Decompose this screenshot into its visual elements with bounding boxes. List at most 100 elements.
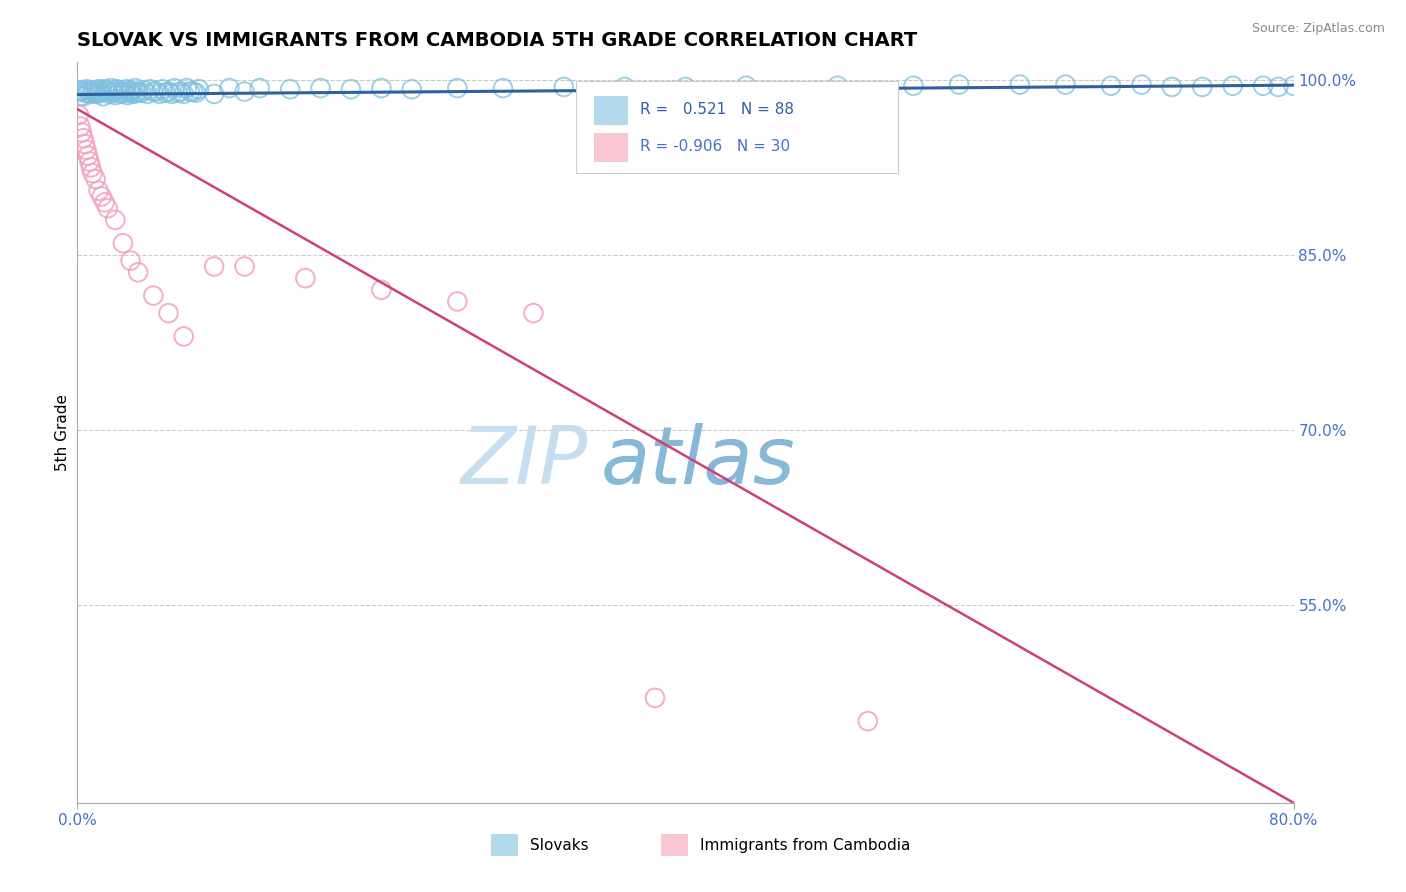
Point <box>1130 78 1153 92</box>
Point <box>125 86 148 100</box>
Point <box>79 154 101 169</box>
Point <box>1251 78 1274 93</box>
Point <box>1054 78 1077 92</box>
Point <box>104 212 127 227</box>
Point <box>73 136 96 151</box>
Point <box>827 78 849 93</box>
Point <box>903 78 925 93</box>
Point <box>82 85 104 99</box>
Y-axis label: 5th Grade: 5th Grade <box>55 394 70 471</box>
Point <box>127 85 149 99</box>
Point <box>97 83 120 97</box>
Point <box>69 89 91 103</box>
Point <box>105 82 128 96</box>
Point <box>124 81 146 95</box>
FancyBboxPatch shape <box>576 81 898 173</box>
Text: SLOVAK VS IMMIGRANTS FROM CAMBODIA 5TH GRADE CORRELATION CHART: SLOVAK VS IMMIGRANTS FROM CAMBODIA 5TH G… <box>77 30 918 50</box>
Point <box>856 714 879 729</box>
Point <box>173 87 195 101</box>
Point <box>100 81 122 95</box>
Point <box>122 87 145 101</box>
Point <box>77 149 100 163</box>
Point <box>67 85 90 99</box>
Point <box>104 88 127 103</box>
Point <box>152 82 174 96</box>
Point <box>96 85 118 99</box>
Point <box>202 260 225 274</box>
FancyBboxPatch shape <box>595 133 628 162</box>
Point <box>89 86 111 100</box>
Point <box>70 125 93 139</box>
FancyBboxPatch shape <box>595 95 628 126</box>
Point <box>93 82 115 96</box>
Point <box>446 81 468 95</box>
Point <box>1191 79 1213 94</box>
Point <box>309 81 332 95</box>
Point <box>948 78 970 92</box>
Point <box>675 79 697 94</box>
Point <box>181 85 204 99</box>
Point <box>121 83 143 97</box>
Point <box>75 82 97 96</box>
Point <box>117 88 139 103</box>
Point <box>69 120 91 134</box>
Point <box>401 82 423 96</box>
Point <box>233 260 256 274</box>
Point <box>142 288 165 302</box>
Point <box>72 89 94 103</box>
Point <box>179 85 201 99</box>
Point <box>370 81 392 95</box>
Point <box>134 83 156 97</box>
Point <box>120 253 142 268</box>
Point <box>294 271 316 285</box>
Point <box>114 86 136 100</box>
Point <box>142 85 165 99</box>
Point <box>157 85 180 99</box>
Point <box>72 131 94 145</box>
Point <box>80 87 103 101</box>
Point <box>77 86 100 100</box>
Point <box>233 85 256 99</box>
Point <box>148 87 170 101</box>
Point <box>82 166 104 180</box>
Point <box>129 86 152 100</box>
Point <box>108 83 131 97</box>
Point <box>86 87 108 101</box>
Point <box>218 81 240 95</box>
Point <box>115 82 138 96</box>
Point <box>735 78 758 93</box>
Point <box>173 329 195 343</box>
Point <box>70 83 93 97</box>
Point <box>87 82 110 96</box>
Point <box>139 82 162 96</box>
Point <box>202 87 225 101</box>
Point <box>163 81 186 95</box>
Point <box>155 86 177 100</box>
Point <box>170 85 193 99</box>
Point <box>110 87 132 101</box>
Point <box>157 306 180 320</box>
Point <box>553 79 575 94</box>
Point <box>446 294 468 309</box>
Text: R =   0.521   N = 88: R = 0.521 N = 88 <box>640 102 794 117</box>
Point <box>1161 79 1184 94</box>
Point <box>97 201 120 215</box>
Point <box>160 87 183 101</box>
Point <box>340 82 363 96</box>
Text: Source: ZipAtlas.com: Source: ZipAtlas.com <box>1251 22 1385 36</box>
Point <box>80 161 103 175</box>
Point <box>84 83 107 97</box>
Point <box>188 82 211 96</box>
FancyBboxPatch shape <box>661 834 688 856</box>
Point <box>67 108 90 122</box>
Point <box>1267 79 1289 94</box>
Text: Slovaks: Slovaks <box>530 838 588 853</box>
Point <box>107 86 129 100</box>
Point <box>613 79 636 94</box>
Point <box>1282 78 1305 93</box>
Point <box>79 83 101 97</box>
Point <box>91 89 114 103</box>
Point <box>118 85 141 99</box>
Point <box>1222 78 1244 93</box>
Point <box>101 86 124 100</box>
